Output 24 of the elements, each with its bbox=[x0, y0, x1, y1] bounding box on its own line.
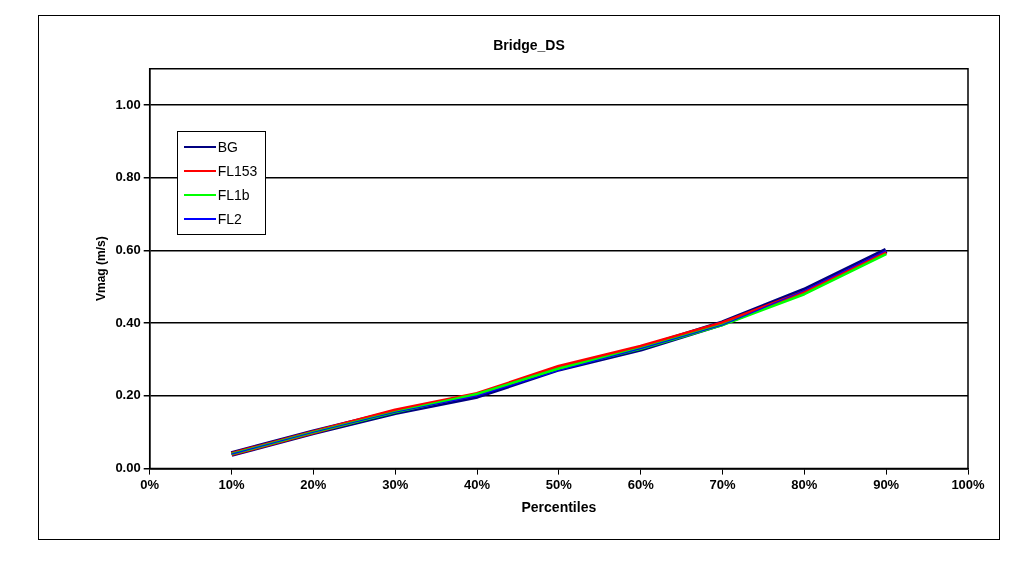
x-tick-label: 80% bbox=[791, 476, 818, 492]
x-tick-label: 0% bbox=[140, 476, 160, 492]
x-tick-label: 40% bbox=[464, 476, 491, 492]
y-axis-title: Vmag (m/s) bbox=[93, 236, 108, 302]
x-tick-label: 30% bbox=[382, 476, 409, 492]
legend-label: FL2 bbox=[217, 210, 242, 227]
y-tick-label: 0.80 bbox=[115, 169, 141, 185]
y-tick-label: 0.00 bbox=[115, 460, 141, 476]
y-tick-label: 0.60 bbox=[115, 242, 141, 258]
x-tick-label: 100% bbox=[951, 476, 986, 492]
x-tick-label: 70% bbox=[709, 476, 736, 492]
legend-label: BG bbox=[217, 138, 238, 155]
x-tick-label: 10% bbox=[218, 476, 245, 492]
chart-title: Bridge_DS bbox=[493, 37, 565, 54]
x-axis-title: Percentiles bbox=[521, 499, 597, 516]
y-tick-label: 0.40 bbox=[115, 314, 141, 330]
x-tick-label: 60% bbox=[627, 476, 655, 492]
legend-label: FL1b bbox=[217, 186, 250, 203]
y-tick-label: 0.20 bbox=[115, 387, 141, 403]
x-tick-label: 20% bbox=[300, 476, 327, 492]
legend-label: FL153 bbox=[217, 162, 258, 179]
x-tick-label: 90% bbox=[873, 476, 900, 492]
y-tick-label: 1.00 bbox=[115, 96, 141, 112]
x-tick-label: 50% bbox=[545, 476, 573, 492]
